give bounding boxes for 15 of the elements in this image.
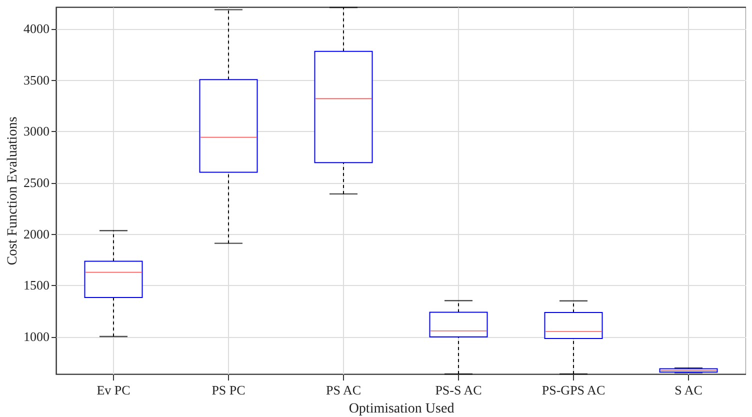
y-tick-label: 1000 [24, 329, 50, 344]
y-axis-title: Cost Function Evaluations [6, 116, 20, 266]
x-axis-title: Optimisation Used [348, 402, 454, 416]
y-tick-label: 4000 [24, 21, 50, 36]
y-tick-label: 2000 [24, 226, 50, 242]
x-tick-label: S AC [674, 382, 702, 398]
x-tick-label: PS PC [212, 382, 246, 398]
y-tick-label: 1500 [24, 278, 50, 293]
y-tick-label: 3000 [24, 124, 50, 139]
y-tick-label: 3500 [24, 72, 50, 88]
x-tick-label: PS-GPS AC [542, 382, 606, 398]
x-tick-label: PS-S AC [435, 382, 482, 398]
x-tick-label: PS AC [326, 382, 362, 398]
y-tick-label: 2500 [24, 175, 50, 190]
x-tick-label: Ev PC [96, 382, 130, 398]
